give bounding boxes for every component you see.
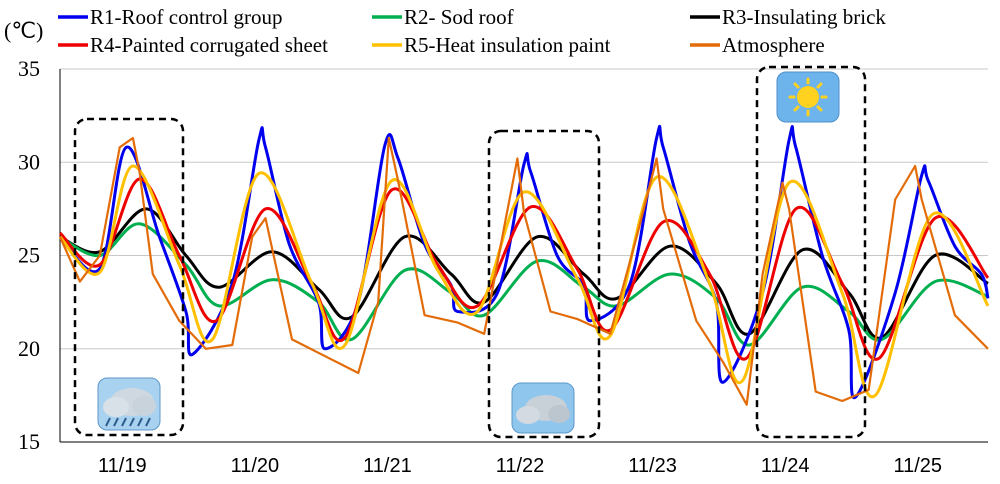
series-r2-sod-roof (59, 222, 989, 347)
legend-label-atmosphere: Atmosphere (722, 33, 825, 57)
series-group (58, 124, 990, 406)
y-tick-label-25: 25 (18, 243, 40, 268)
x-tick-label-11-22: 11/22 (496, 455, 545, 477)
cloudy-period-box (487, 129, 601, 439)
sunny-period-box (755, 65, 867, 439)
legend-label-r2: R2- Sod roof (404, 5, 514, 29)
legend: R1-Roof control group R2- Sod roof R3-In… (58, 5, 886, 57)
legend-label-r1: R1-Roof control group (90, 5, 282, 29)
series-r1-roof-control (58, 124, 990, 399)
x-tick-label-11-25: 11/25 (893, 455, 942, 477)
x-tick-label-11-20: 11/20 (231, 455, 280, 477)
y-unit-label: (℃) (4, 18, 43, 43)
x-tick-label-11-23: 11/23 (628, 455, 677, 477)
y-tick-label-20: 20 (18, 336, 40, 361)
y-tick-label-30: 30 (18, 149, 40, 174)
sun-icon (776, 71, 840, 123)
legend-label-r4: R4-Painted corrugated sheet (90, 33, 328, 57)
x-axis-ticks: 11/19 11/20 11/21 11/22 11/23 11/24 11/25 (98, 455, 942, 477)
y-axis-ticks: 15 20 25 30 35 (18, 56, 40, 454)
legend-label-r3: R3-Insulating brick (722, 5, 886, 29)
cloudy-icon (511, 382, 575, 434)
y-tick-label-15: 15 (18, 429, 40, 454)
x-tick-label-11-21: 11/21 (363, 455, 412, 477)
rain-period-box (73, 117, 185, 437)
series-atmosphere (58, 136, 989, 406)
series-r5-heat-insulation-paint (58, 164, 990, 399)
y-tick-label-35: 35 (18, 56, 40, 81)
x-tick-label-11-24: 11/24 (761, 455, 810, 477)
x-tick-label-11-19: 11/19 (98, 455, 147, 477)
rain-cloud-icon (97, 377, 161, 431)
legend-label-r5: R5-Heat insulation paint (404, 33, 611, 57)
